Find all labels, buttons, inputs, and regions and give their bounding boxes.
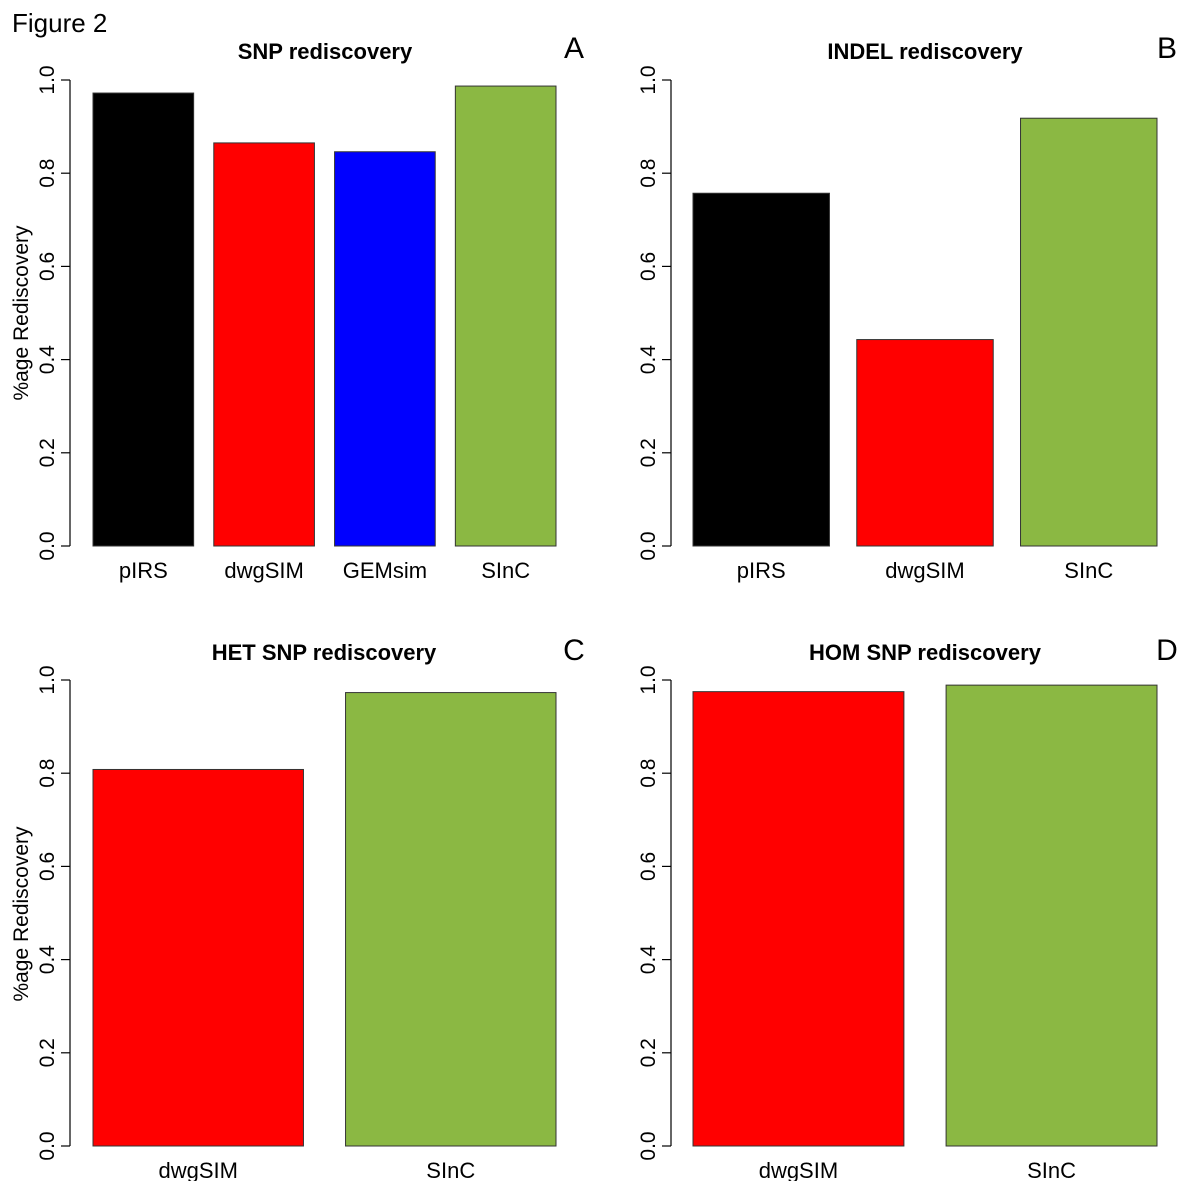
- panel-b-y-tick-label: 0.2: [637, 438, 660, 467]
- panel-a-bar-gemsim: [334, 151, 436, 547]
- panel-b-y-tick-label: 1.0: [637, 65, 660, 94]
- panel-d-y-tick-label: 0.2: [637, 1038, 660, 1067]
- panel-c-y-tick-label: 0.4: [36, 945, 59, 975]
- panel-a-y-tick-label: 0.6: [36, 252, 59, 281]
- panel-d-category-label: dwgSIM: [759, 1158, 838, 1181]
- panel-b-category-label: dwgSIM: [885, 558, 964, 583]
- panel-a-y-tick-label: 0.2: [36, 438, 59, 467]
- panel-a-category-label: dwgSIM: [224, 558, 303, 583]
- panel-a-bar-pirs: [92, 92, 195, 547]
- panel-d-letter: D: [1156, 634, 1178, 667]
- panel-c-y-tick-label: 0.6: [36, 852, 59, 881]
- panel-a-category-label: GEMsim: [343, 558, 427, 583]
- panel-d-bar-dwgsim: [692, 691, 905, 1147]
- panel-a-letter: A: [564, 32, 584, 65]
- panel-c-y-axis-title: %age Rediscovery: [10, 826, 33, 1002]
- panel-d-category-label: SInC: [1027, 1158, 1076, 1181]
- panel-d-bar-sinc: [945, 684, 1158, 1147]
- panel-b-category-label: SInC: [1064, 558, 1113, 583]
- panel-b-y-tick-label: 0.0: [637, 531, 660, 560]
- panel-d-y-tick-label: 0.6: [637, 852, 660, 881]
- panel-b-bar-pirs: [692, 192, 830, 547]
- panel-c-category-label: dwgSIM: [158, 1158, 237, 1181]
- panel-b-title: INDEL rediscovery: [827, 39, 1023, 64]
- panel-a-title: SNP rediscovery: [238, 39, 413, 64]
- panel-b-bar-dwgsim: [856, 339, 994, 547]
- panel-b-y-tick-label: 0.6: [637, 252, 660, 281]
- panel-c-letter: C: [563, 634, 585, 667]
- panel-c-bar-sinc: [345, 692, 557, 1147]
- panel-a-category-label: pIRS: [119, 558, 168, 583]
- panel-a-y-axis-title: %age Rediscovery: [10, 225, 33, 401]
- panel-d-y-tick-label: 0.4: [637, 945, 660, 975]
- panel-a-bar-dwgsim: [213, 142, 315, 547]
- panel-d-y-tick-label: 1.0: [637, 665, 660, 694]
- panel-c-y-tick-label: 0.8: [36, 759, 59, 788]
- panel-b-bar-sinc: [1020, 117, 1158, 547]
- panel-c-y-tick-label: 1.0: [36, 665, 59, 694]
- panel-b-y-tick-label: 0.4: [637, 345, 660, 375]
- panel-a-y-tick-label: 0.4: [36, 345, 59, 375]
- panel-c-category-label: SInC: [426, 1158, 475, 1181]
- panel-c-y-tick-label: 0.0: [36, 1131, 59, 1160]
- panel-a-y-tick-label: 0.0: [36, 531, 59, 560]
- figure-label: Figure 2: [12, 8, 108, 38]
- panel-b-y-tick-label: 0.8: [637, 159, 660, 188]
- panel-a-y-tick-label: 1.0: [36, 65, 59, 94]
- panel-d-y-tick-label: 0.0: [637, 1131, 660, 1160]
- panel-d-y-tick-label: 0.8: [637, 759, 660, 788]
- panel-c-bar-dwgsim: [92, 768, 304, 1147]
- panel-a-bar-sinc: [454, 85, 557, 547]
- panel-b-letter: B: [1157, 32, 1177, 65]
- panel-c-title: HET SNP rediscovery: [212, 640, 437, 665]
- panel-a-y-tick-label: 0.8: [36, 159, 59, 188]
- panel-b-category-label: pIRS: [737, 558, 786, 583]
- panel-c-y-tick-label: 0.2: [36, 1038, 59, 1067]
- panel-d-title: HOM SNP rediscovery: [809, 640, 1042, 665]
- panel-a-category-label: SInC: [481, 558, 530, 583]
